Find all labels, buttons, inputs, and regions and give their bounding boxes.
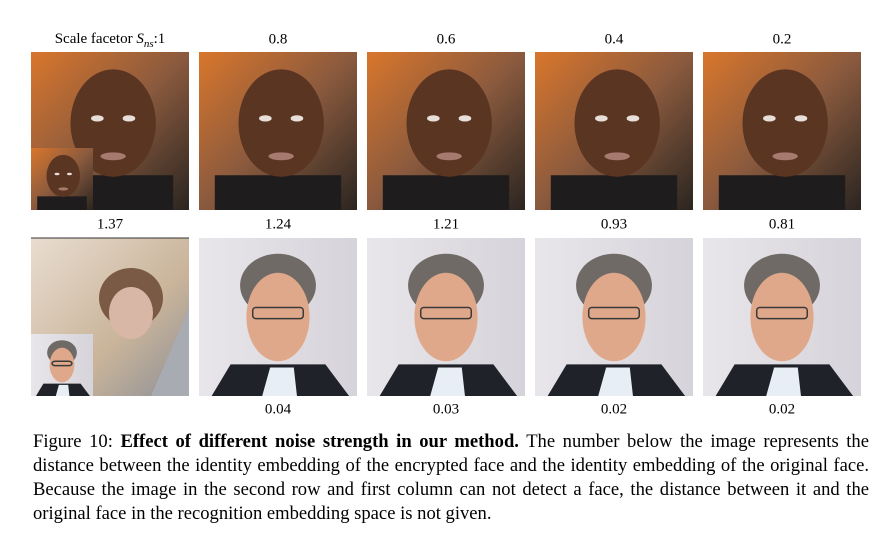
figure: Scale facetor Sns:1 0.8 0.6 0.4 0.2 1.37 1.24…: [31, 31, 861, 417]
photo-shirt: [55, 384, 70, 396]
photo-shoulders: [214, 175, 342, 210]
image-cell: [703, 238, 861, 396]
caption: Figure 10: Effect of different noise str…: [33, 430, 869, 526]
distance-label: 0.02: [769, 401, 795, 417]
distance-label: 1.21: [433, 216, 459, 232]
distance-label: 1.24: [265, 216, 292, 232]
photo-face: [742, 69, 828, 177]
photo-shirt: [598, 367, 633, 396]
distance-label: 0.04: [265, 401, 292, 417]
image-cell: [367, 238, 525, 396]
caption-text: The number below the image represents th…: [33, 431, 869, 524]
image-cell: [535, 52, 693, 210]
photo-glasses: [251, 306, 305, 320]
photo-mouth: [772, 152, 798, 161]
photo-eye: [91, 115, 104, 122]
scale-header: 0.8: [269, 31, 288, 47]
photo-shoulders: [718, 175, 846, 210]
photo-shirt: [430, 367, 465, 396]
photo-eye: [54, 172, 60, 176]
photo-face: [574, 69, 660, 177]
image-cell: [367, 52, 525, 210]
photo-shoulders: [382, 175, 510, 210]
photo-glasses: [755, 306, 809, 320]
photo-mouth: [604, 152, 630, 161]
photo-eye: [259, 115, 272, 122]
photo-object: [151, 308, 189, 396]
photo-eye: [763, 115, 776, 122]
image-cell: [199, 238, 357, 396]
photo-mouth: [58, 187, 69, 191]
photo-mouth: [436, 152, 462, 161]
photo-eye: [66, 172, 72, 176]
scale-header: 0.2: [773, 31, 792, 47]
photo-eye: [595, 115, 608, 122]
photo-shirt: [262, 367, 297, 396]
photo-mouth: [100, 152, 126, 161]
distance-label: 0.03: [433, 401, 459, 417]
photo-face: [414, 272, 478, 362]
photo-face: [582, 272, 646, 362]
image-cell: [31, 237, 189, 396]
photo-face: [109, 287, 153, 339]
scale-header: 0.6: [437, 31, 456, 47]
photo-eye: [458, 115, 472, 122]
photo-eye: [626, 115, 640, 122]
photo-shoulders: [550, 175, 678, 210]
scale-header: Scale facetor Sns:1: [55, 31, 166, 49]
photo-face: [406, 69, 492, 177]
image-cell: [31, 52, 189, 210]
photo-glasses: [587, 306, 641, 320]
photo-mouth: [268, 152, 294, 161]
caption-label: Figure 10:: [33, 431, 113, 452]
image-cell: [703, 52, 861, 210]
distance-label: 0.93: [601, 216, 627, 232]
photo-face: [238, 69, 324, 177]
photo-eye: [794, 115, 808, 122]
distance-label: 0.81: [769, 216, 795, 232]
photo-eye: [290, 115, 304, 122]
photo-face: [46, 154, 80, 197]
photo-eye: [122, 115, 136, 122]
photo-face: [750, 272, 814, 362]
photo-glasses: [51, 360, 73, 367]
photo-glasses: [419, 306, 473, 320]
photo-shirt: [766, 367, 801, 396]
scale-header: 0.4: [605, 31, 624, 47]
caption-title: Effect of different noise strength in ou…: [120, 431, 519, 452]
photo-shoulders: [37, 196, 87, 210]
image-cell: [535, 238, 693, 396]
photo-eye: [427, 115, 440, 122]
image-cell: [199, 52, 357, 210]
distance-label: 0.02: [601, 401, 627, 417]
photo-face: [246, 272, 310, 362]
distance-label: 1.37: [97, 216, 124, 232]
